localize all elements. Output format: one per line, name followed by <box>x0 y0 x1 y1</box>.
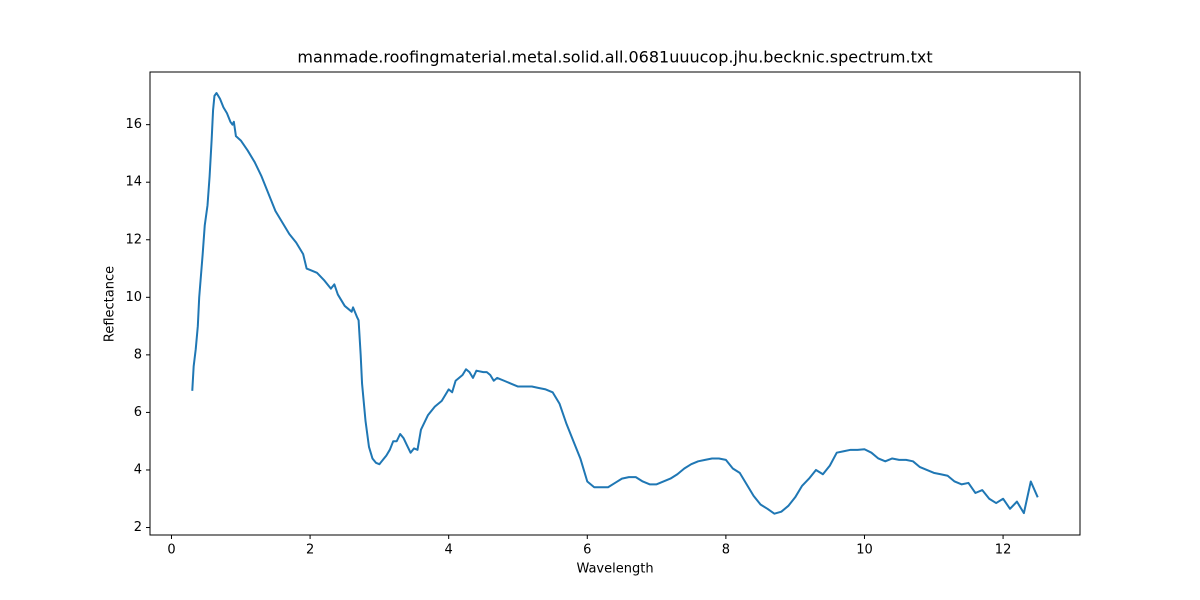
x-axis-label: Wavelength <box>576 562 653 577</box>
y-tick-label: 8 <box>134 347 142 362</box>
x-tick-label: 12 <box>995 543 1012 558</box>
x-tick-label: 0 <box>167 543 175 558</box>
x-tick-label: 8 <box>722 543 730 558</box>
x-tick-label: 2 <box>306 543 314 558</box>
y-tick-label: 16 <box>125 117 142 132</box>
x-tick-label: 10 <box>856 543 873 558</box>
y-axis-label: Reflectance <box>103 266 118 342</box>
y-tick-label: 14 <box>125 175 142 190</box>
plot-frame <box>149 71 1081 536</box>
x-tick-label: 4 <box>445 543 453 558</box>
y-tick-label: 10 <box>125 290 142 305</box>
y-tick-label: 4 <box>134 462 142 477</box>
y-tick-label: 12 <box>125 232 142 247</box>
y-tick-label: 6 <box>134 405 142 420</box>
chart-title: manmade.roofingmaterial.metal.solid.all.… <box>297 48 932 67</box>
data-line <box>191 92 1039 515</box>
y-tick-label: 2 <box>134 520 142 535</box>
x-tick-label: 6 <box>583 543 591 558</box>
